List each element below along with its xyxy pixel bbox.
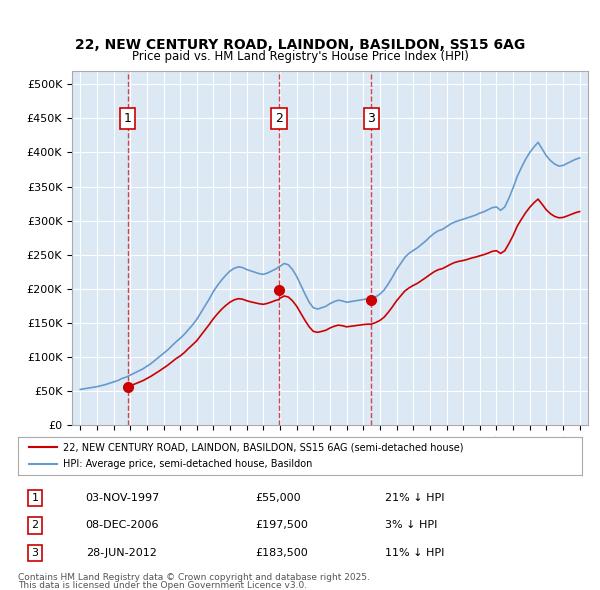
Text: 22, NEW CENTURY ROAD, LAINDON, BASILDON, SS15 6AG: 22, NEW CENTURY ROAD, LAINDON, BASILDON,…: [75, 38, 525, 53]
Text: 22, NEW CENTURY ROAD, LAINDON, BASILDON, SS15 6AG (semi-detached house): 22, NEW CENTURY ROAD, LAINDON, BASILDON,…: [63, 442, 464, 453]
Text: 21% ↓ HPI: 21% ↓ HPI: [385, 493, 444, 503]
Text: 2: 2: [31, 520, 38, 530]
Text: HPI: Average price, semi-detached house, Basildon: HPI: Average price, semi-detached house,…: [63, 459, 313, 469]
Text: 11% ↓ HPI: 11% ↓ HPI: [385, 548, 444, 558]
Text: Contains HM Land Registry data © Crown copyright and database right 2025.: Contains HM Land Registry data © Crown c…: [18, 573, 370, 582]
Text: 03-NOV-1997: 03-NOV-1997: [86, 493, 160, 503]
Text: 2: 2: [275, 112, 283, 125]
Text: 08-DEC-2006: 08-DEC-2006: [86, 520, 159, 530]
Text: 3: 3: [368, 112, 376, 125]
Text: 1: 1: [124, 112, 131, 125]
Text: 28-JUN-2012: 28-JUN-2012: [86, 548, 157, 558]
Text: 3% ↓ HPI: 3% ↓ HPI: [385, 520, 437, 530]
Text: £197,500: £197,500: [255, 520, 308, 530]
Text: £55,000: £55,000: [255, 493, 301, 503]
Text: 3: 3: [31, 548, 38, 558]
Text: This data is licensed under the Open Government Licence v3.0.: This data is licensed under the Open Gov…: [18, 581, 307, 590]
Text: £183,500: £183,500: [255, 548, 308, 558]
Text: Price paid vs. HM Land Registry's House Price Index (HPI): Price paid vs. HM Land Registry's House …: [131, 50, 469, 63]
Text: 1: 1: [31, 493, 38, 503]
